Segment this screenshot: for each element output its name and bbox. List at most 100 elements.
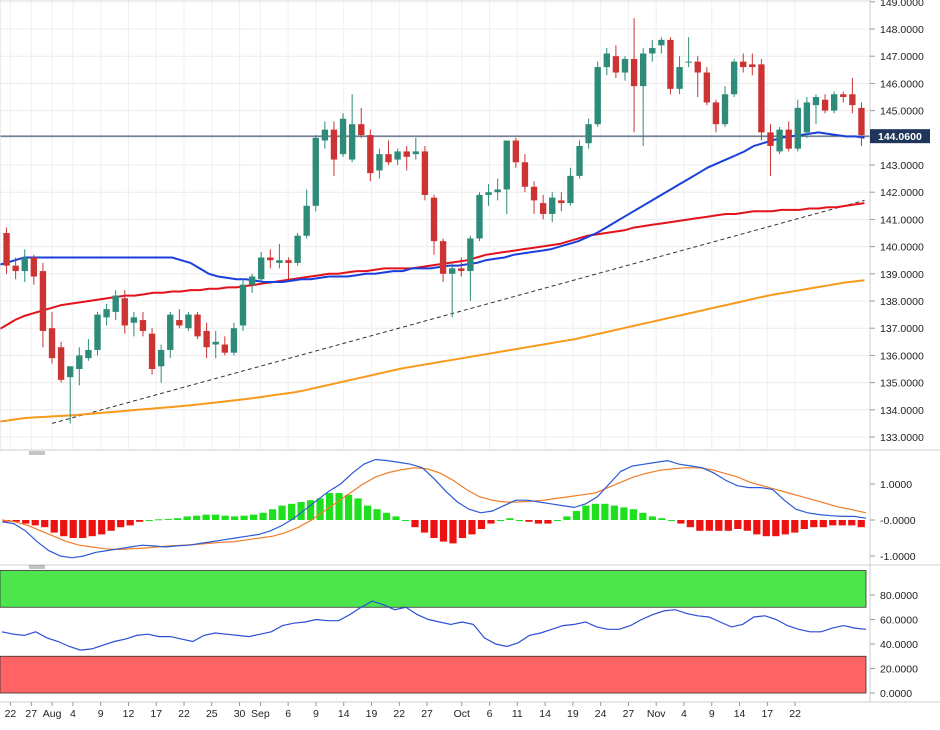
rsi-oversold-band bbox=[0, 655, 867, 694]
candle bbox=[103, 303, 110, 326]
candle-body bbox=[367, 135, 374, 174]
macd-histogram-bar bbox=[810, 520, 818, 528]
macd-histogram-bar bbox=[31, 520, 39, 526]
macd-histogram-bar bbox=[155, 519, 163, 521]
macd-histogram-bar bbox=[477, 520, 486, 529]
macd-histogram-bar bbox=[743, 520, 751, 531]
rsi-tick-label: 80.0000 bbox=[880, 590, 918, 602]
x-tick-label: 6 bbox=[285, 708, 291, 720]
macd-histogram-bar bbox=[22, 520, 30, 524]
price-panel bbox=[0, 18, 870, 424]
candle bbox=[803, 97, 811, 138]
candle bbox=[167, 311, 174, 359]
x-tick-label: 12 bbox=[123, 708, 135, 720]
candle bbox=[348, 94, 356, 163]
candle-body bbox=[130, 317, 138, 323]
candle-body bbox=[339, 118, 347, 155]
x-tick-label: 9 bbox=[709, 708, 715, 720]
x-tick-label: 19 bbox=[366, 708, 378, 720]
candle bbox=[203, 322, 210, 359]
candle-body bbox=[567, 175, 574, 204]
candle-body bbox=[239, 284, 247, 326]
macd-histogram-bar bbox=[259, 512, 267, 520]
candle bbox=[321, 121, 329, 149]
candle bbox=[330, 121, 338, 176]
macd-histogram-bar bbox=[297, 502, 305, 520]
x-axis: 22 27 Aug 4 9 12 17 22 25 30 Sep 6 9 14 19 22 27 Oct 6 11 14… bbox=[5, 702, 801, 720]
candle bbox=[267, 249, 274, 269]
candle bbox=[3, 227, 10, 274]
x-tick-label: Oct bbox=[454, 708, 470, 720]
candle bbox=[840, 91, 847, 103]
candle-body bbox=[285, 260, 292, 263]
price-tick-label: 137.0000 bbox=[880, 323, 924, 335]
macd-tick-label: 1.0000 bbox=[880, 479, 912, 491]
macd-histogram-bar bbox=[468, 520, 476, 535]
candle bbox=[849, 77, 856, 114]
macd-histogram-bar bbox=[164, 518, 172, 520]
macd-histogram-bar bbox=[753, 520, 761, 535]
candle-body bbox=[749, 64, 756, 68]
macd-histogram-bar bbox=[829, 520, 837, 526]
candle-body bbox=[412, 151, 419, 155]
x-tick-label: 30 bbox=[234, 708, 246, 720]
price-tick-label: 142.0000 bbox=[880, 187, 924, 199]
candle bbox=[558, 192, 565, 212]
candle bbox=[639, 48, 647, 146]
candle-body bbox=[121, 298, 128, 326]
price-tick-label: 133.0000 bbox=[880, 432, 924, 444]
macd-histogram-bar bbox=[838, 520, 846, 526]
candle bbox=[376, 148, 383, 179]
candle bbox=[303, 189, 310, 239]
candle-body bbox=[176, 320, 183, 326]
candle bbox=[157, 344, 165, 383]
candle bbox=[812, 94, 820, 125]
candle bbox=[612, 45, 620, 78]
candle-body bbox=[676, 67, 683, 89]
candle bbox=[76, 347, 83, 386]
candle bbox=[48, 311, 56, 364]
candle-body bbox=[667, 39, 674, 89]
candle-body bbox=[794, 107, 801, 149]
candle-body bbox=[576, 145, 583, 176]
candle bbox=[394, 148, 401, 165]
candle bbox=[740, 53, 747, 73]
candle-body bbox=[258, 257, 265, 280]
candle-body bbox=[494, 189, 501, 193]
x-tick-label: 22 bbox=[789, 708, 801, 720]
macd-histogram-bar bbox=[781, 520, 789, 535]
candle-body bbox=[485, 192, 492, 195]
candle-body bbox=[621, 58, 629, 73]
macd-histogram-bar bbox=[639, 512, 647, 520]
axes: 149.0000 148.0000 147.0000 146.0000 145.0000… bbox=[0, 0, 940, 703]
macd-histogram-bar bbox=[610, 505, 619, 520]
macd-histogram-bar bbox=[534, 520, 543, 524]
candle-body bbox=[276, 260, 283, 263]
x-tick-label: 14 bbox=[539, 708, 551, 720]
macd-histogram-bar bbox=[401, 520, 410, 521]
candle-body bbox=[30, 257, 38, 277]
price-tick-label: 145.0000 bbox=[880, 106, 924, 118]
rsi-panel bbox=[0, 570, 867, 694]
candle bbox=[767, 124, 774, 176]
sma-100-line bbox=[0, 202, 865, 331]
candle bbox=[121, 290, 128, 334]
x-tick-label: 24 bbox=[595, 708, 607, 720]
candle-body bbox=[467, 238, 474, 272]
macd-histogram-bar bbox=[724, 520, 732, 531]
candle-body bbox=[403, 151, 410, 157]
candle-body bbox=[740, 61, 747, 68]
candle-body bbox=[803, 102, 811, 133]
candle-body bbox=[157, 349, 165, 367]
candle-body bbox=[821, 99, 829, 111]
support-trendline bbox=[51, 199, 865, 424]
candle-body bbox=[430, 197, 438, 242]
candle bbox=[821, 94, 829, 114]
candle bbox=[67, 366, 74, 424]
x-tick-label: 25 bbox=[206, 708, 218, 720]
macd-histogram-bar bbox=[354, 498, 362, 520]
rsi-tick-label: 40.0000 bbox=[880, 639, 918, 651]
candle bbox=[467, 235, 474, 301]
candle bbox=[621, 56, 629, 81]
macd-histogram-bar bbox=[12, 520, 20, 522]
